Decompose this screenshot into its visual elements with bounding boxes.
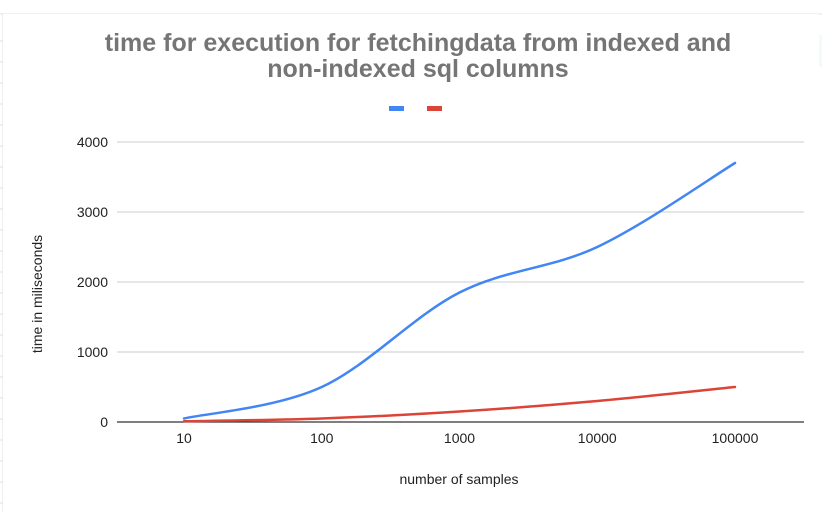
y-tick-label: 4000 bbox=[77, 134, 108, 150]
series-line-1[interactable] bbox=[182, 161, 737, 420]
gridlines bbox=[117, 141, 804, 423]
legend-swatch-1[interactable] bbox=[389, 106, 404, 111]
x-tick-label: 10000 bbox=[578, 430, 617, 446]
x-axis-label: number of samples bbox=[399, 471, 518, 487]
x-axis-ticks: 10 100 1000 10000 100000 bbox=[176, 430, 758, 446]
y-axis-ticks: 0 1000 2000 3000 4000 bbox=[77, 134, 108, 430]
y-tick-label: 3000 bbox=[77, 204, 108, 220]
x-tick-label: 10 bbox=[176, 430, 192, 446]
legend-swatch-2[interactable] bbox=[427, 106, 442, 111]
x-tick-label: 100 bbox=[310, 430, 334, 446]
chart-container[interactable]: time for execution for fetchingdata from… bbox=[3, 14, 819, 512]
chart-legend bbox=[389, 106, 442, 111]
series-lines bbox=[182, 161, 737, 423]
y-tick-label: 2000 bbox=[77, 274, 108, 290]
y-tick-label: 0 bbox=[100, 414, 108, 430]
x-tick-label: 100000 bbox=[712, 430, 759, 446]
series-line-2[interactable] bbox=[182, 385, 737, 423]
y-tick-label: 1000 bbox=[77, 344, 108, 360]
y-axis-label: time in miliseconds bbox=[29, 235, 45, 353]
chart-title: time for execution for fetchingdata from… bbox=[3, 30, 822, 82]
chart-title-line-2: non-indexed sql columns bbox=[267, 55, 569, 83]
line-chart: 0 1000 2000 3000 4000 10 100 1000 10000 100000 n… bbox=[29, 106, 804, 487]
chart-title-line-1: time for execution for fetchingdata from… bbox=[104, 29, 732, 57]
x-tick-label: 1000 bbox=[444, 430, 475, 446]
